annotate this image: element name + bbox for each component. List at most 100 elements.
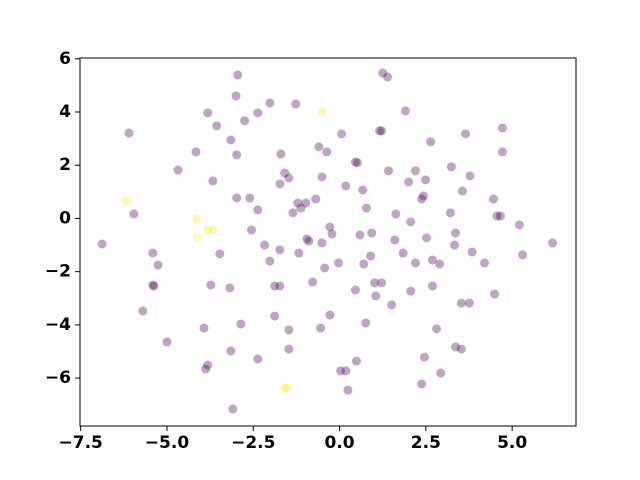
- point: [406, 286, 416, 296]
- point: [317, 172, 327, 182]
- y-tick-label: −4: [45, 315, 71, 335]
- point: [417, 379, 427, 389]
- point: [400, 106, 410, 116]
- x-tick-label: −5.0: [145, 433, 190, 453]
- point: [275, 245, 285, 255]
- y-tick-label: 4: [59, 102, 71, 122]
- point: [199, 323, 209, 333]
- point: [191, 147, 201, 157]
- point: [149, 281, 159, 291]
- y-tick-label: 2: [59, 155, 71, 175]
- point: [232, 193, 242, 203]
- point: [245, 193, 255, 203]
- point: [260, 240, 270, 250]
- point: [291, 99, 301, 109]
- point: [302, 234, 312, 244]
- point: [208, 176, 218, 186]
- point: [378, 68, 388, 78]
- point: [422, 233, 432, 243]
- point: [153, 260, 163, 270]
- point: [421, 175, 431, 185]
- point: [284, 173, 294, 183]
- point: [148, 248, 158, 258]
- point: [276, 149, 286, 159]
- point: [341, 181, 351, 191]
- point: [377, 278, 387, 288]
- point: [294, 248, 304, 258]
- point: [236, 319, 246, 329]
- point: [288, 208, 298, 218]
- point: [489, 194, 499, 204]
- point: [192, 232, 202, 242]
- point: [148, 280, 158, 290]
- point: [282, 383, 292, 393]
- point: [351, 356, 361, 366]
- point: [337, 129, 347, 139]
- point: [253, 108, 263, 118]
- point: [391, 209, 401, 219]
- point: [317, 107, 327, 117]
- point: [270, 281, 280, 291]
- point: [456, 298, 466, 308]
- point: [173, 165, 183, 175]
- point: [231, 91, 241, 101]
- x-tick-label: −7.5: [59, 433, 103, 453]
- point: [410, 258, 420, 268]
- point: [284, 325, 294, 335]
- point: [296, 203, 306, 213]
- point: [275, 281, 285, 291]
- point: [301, 198, 311, 208]
- point: [343, 385, 353, 395]
- point: [201, 364, 211, 374]
- point: [548, 238, 558, 248]
- x-tick-label: 5.0: [497, 433, 527, 453]
- point: [232, 150, 242, 160]
- point: [208, 225, 218, 235]
- point: [418, 191, 428, 201]
- point: [233, 70, 243, 80]
- point: [514, 220, 524, 230]
- point: [367, 228, 377, 238]
- point: [325, 222, 335, 232]
- point: [497, 123, 507, 133]
- point: [322, 147, 332, 157]
- point: [327, 229, 337, 239]
- point: [334, 258, 344, 268]
- point: [253, 205, 263, 215]
- point: [450, 240, 460, 250]
- point: [404, 177, 414, 187]
- point: [366, 251, 376, 261]
- point: [317, 238, 327, 248]
- x-tick-label: 2.5: [411, 433, 441, 453]
- x-tick-label: 0.0: [325, 433, 355, 453]
- point: [203, 108, 213, 118]
- point: [206, 280, 216, 290]
- point: [355, 230, 365, 240]
- point: [490, 289, 500, 299]
- point: [435, 259, 445, 269]
- point: [370, 278, 380, 288]
- point: [280, 168, 290, 178]
- point: [436, 368, 446, 378]
- point: [358, 185, 368, 195]
- point: [451, 342, 461, 352]
- point: [203, 360, 213, 370]
- point: [320, 263, 330, 273]
- point: [121, 196, 131, 206]
- y-tick-label: 6: [59, 49, 71, 69]
- point: [461, 129, 471, 139]
- point: [284, 344, 294, 354]
- point: [226, 135, 236, 145]
- point: [375, 126, 385, 136]
- point: [361, 318, 371, 328]
- point: [97, 239, 107, 249]
- point: [497, 147, 507, 157]
- point: [311, 194, 321, 204]
- point: [293, 198, 303, 208]
- point: [451, 228, 461, 238]
- point: [398, 248, 408, 258]
- point: [240, 116, 250, 126]
- point: [464, 298, 474, 308]
- point: [465, 171, 475, 181]
